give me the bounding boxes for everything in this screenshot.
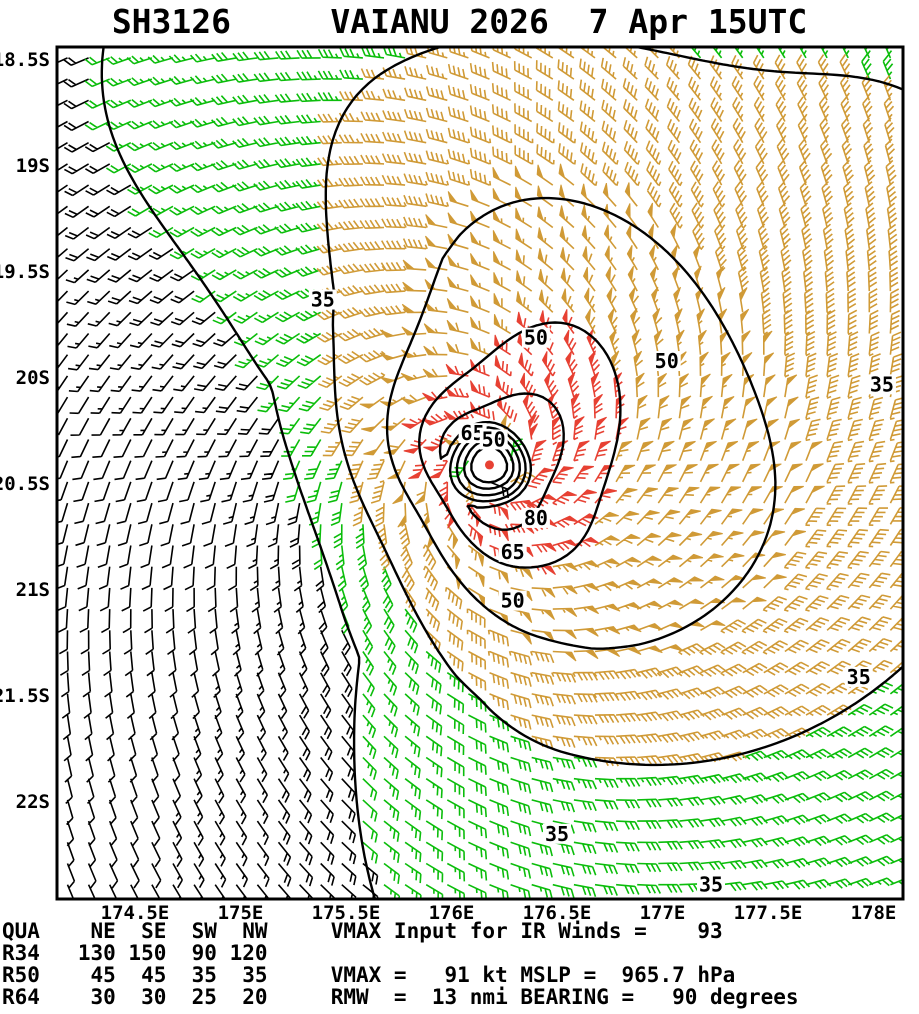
stats-footer: QUA NE SE SW NW VMAX Input for IR Winds … xyxy=(2,920,799,1008)
contour-label-bg xyxy=(543,823,571,844)
wind-barbs-group xyxy=(84,47,903,899)
wind-barb-flags-group xyxy=(359,163,825,662)
x-axis-tick-label: 175E xyxy=(218,902,264,924)
y-axis-tick-label: 21.5S xyxy=(0,685,50,707)
x-axis-tick-label: 176.5E xyxy=(523,902,592,924)
y-axis-tick-label: 20S xyxy=(16,367,50,389)
contour-label: 65 xyxy=(501,540,525,564)
y-axis-tick-label: 20.5S xyxy=(0,473,50,495)
x-axis-tick-label: 174.5E xyxy=(101,902,170,924)
contour-label-bg xyxy=(498,590,527,611)
wind-speed-contours xyxy=(100,47,903,899)
contour-label-bg xyxy=(652,351,681,372)
contour-label: 35 xyxy=(311,288,335,312)
storm-center-marker xyxy=(484,460,494,470)
x-axis-tick-label: 177E xyxy=(640,902,686,924)
contour-label-bg xyxy=(458,423,487,444)
contour-label: 35 xyxy=(545,822,569,846)
contour-label: 50 xyxy=(501,589,525,613)
wind-barbs-layer xyxy=(57,47,903,899)
wind-barbs-group xyxy=(57,57,510,899)
contour-label-bg xyxy=(479,429,508,450)
figure-title: SH3126 VAIANU 2026 7 Apr 15UTC xyxy=(111,2,808,41)
contour-label-bg xyxy=(498,541,527,562)
contours-layer xyxy=(100,47,903,899)
y-axis-tick-label: 19S xyxy=(16,155,50,177)
y-axis-tick-label: 18.5S xyxy=(0,49,50,71)
contour-label: 50 xyxy=(524,326,548,350)
y-axis-tick-label: 21S xyxy=(16,579,50,601)
contour-label-bg xyxy=(521,507,550,528)
x-axis-tick-label: 177.5E xyxy=(734,902,803,924)
contour-label: 35 xyxy=(699,873,723,897)
y-axis-tick-label: 22S xyxy=(16,791,50,813)
x-axis-tick-label: 175.5E xyxy=(312,902,381,924)
contour-label-bg xyxy=(521,327,550,348)
plot-border xyxy=(55,45,905,901)
contour-label: 50 xyxy=(482,427,506,451)
contour-label: 35 xyxy=(847,665,871,689)
footer-r50-line: R50 45 45 35 35 VMAX = 91 kt MSLP = 965.… xyxy=(2,963,736,987)
contour-label-bg xyxy=(844,666,873,687)
footer-r64-line: R64 30 30 25 20 RMW = 13 nmi BEARING = 9… xyxy=(2,985,799,1009)
contour-label: 80 xyxy=(524,506,548,530)
x-axis-tick-label: 178E xyxy=(851,902,897,924)
y-axis-tick-label: 19.5S xyxy=(0,261,50,283)
contour-label: 35 xyxy=(870,372,894,396)
axis-labels: 18.5S 19S 19.5S 20S 20.5S 21S 21.5S 22S 174.5E 17… xyxy=(0,49,896,924)
contour-label-bg xyxy=(867,374,896,395)
footer-quadrant-header: QUA NE SE SW NW VMAX Input for IR Winds … xyxy=(2,919,723,943)
contour-label-bg xyxy=(697,874,726,895)
footer-r34-line: R34 130 150 90 120 xyxy=(2,941,268,965)
contour-label-bg xyxy=(308,289,337,310)
x-axis-tick-label: 176E xyxy=(429,902,475,924)
contour-label: 50 xyxy=(655,349,679,373)
